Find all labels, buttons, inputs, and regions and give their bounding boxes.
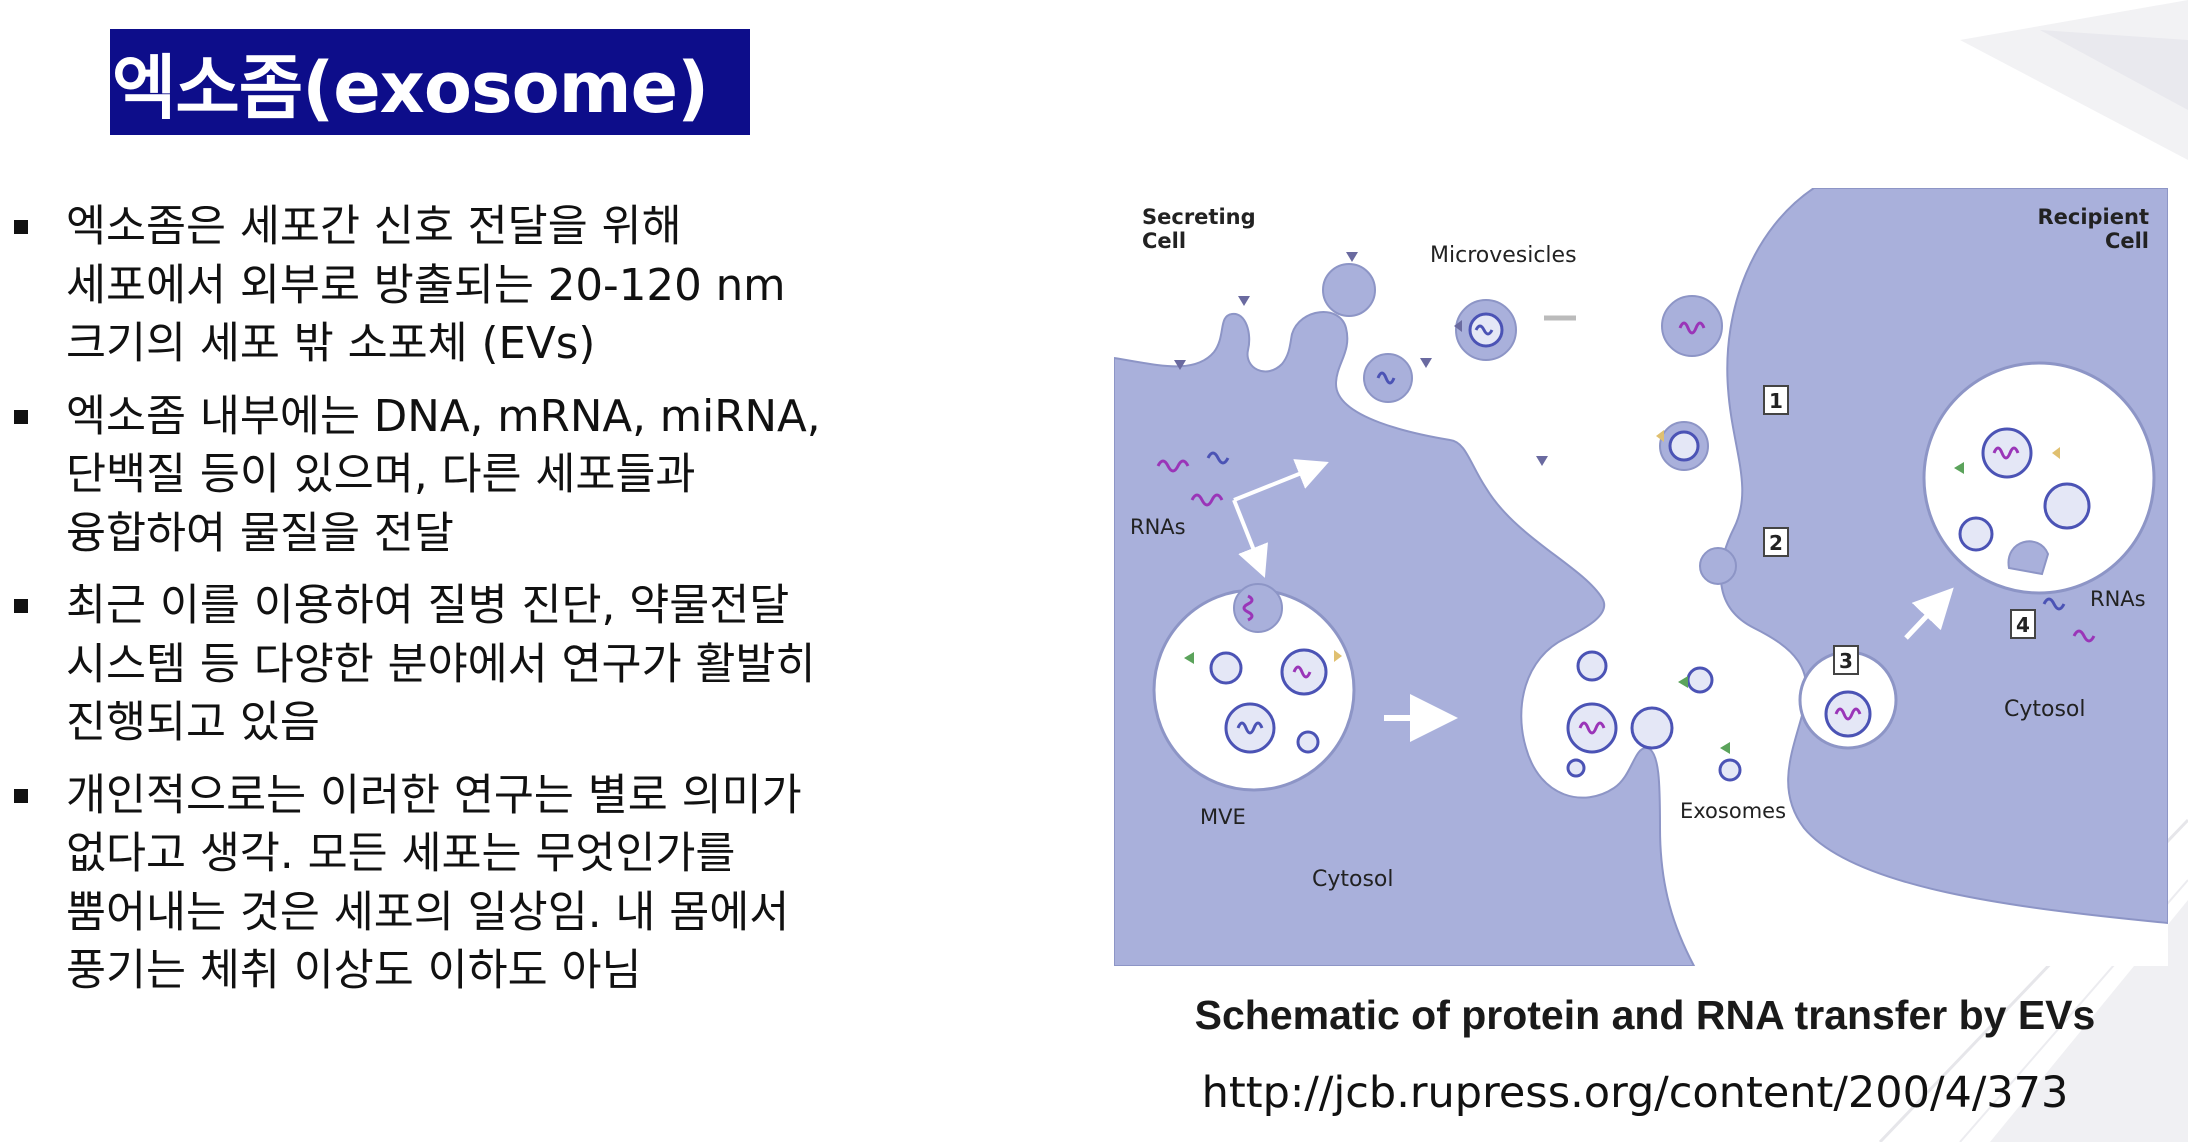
- label-cytosol-left: Cytosol: [1312, 867, 1394, 892]
- step-number-4: 4: [2016, 613, 2030, 637]
- label-exosomes: Exosomes: [1680, 799, 1786, 823]
- label-rnas-left: RNAs: [1130, 515, 1186, 539]
- label-rnas-right: RNAs: [2090, 587, 2146, 611]
- label-secreting-cell-2: Cell: [1142, 229, 1186, 253]
- square-bullet-icon: [14, 599, 28, 613]
- label-recipient-cell-2: Cell: [2105, 229, 2149, 253]
- square-bullet-icon: [14, 788, 28, 803]
- step-number-3: 3: [1839, 649, 1853, 673]
- slide-title: 엑소좀(exosome): [112, 46, 709, 129]
- step-number-2: 2: [1769, 531, 1783, 555]
- bullet-line: 개인적으로는 이러한 연구는 별로 의미가: [66, 770, 802, 821]
- bullet-line: 뿜어내는 것은 세포의 일상임. 내 몸에서: [66, 887, 790, 938]
- bullet-line: 세포에서 외부로 방출되는 20-120 nm: [66, 260, 786, 311]
- bullet-list: 엑소좀은 세포간 신호 전달을 위해 세포에서 외부로 방출되는 20-120 …: [14, 198, 1024, 1015]
- square-bullet-icon: [14, 409, 28, 424]
- bullet-line: 없다고 생각. 모든 세포는 무엇인가를: [66, 829, 736, 879]
- label-secreting-cell: Secreting: [1142, 205, 1256, 229]
- label-recipient-cell: Recipient: [2037, 205, 2149, 229]
- bullet-line: 엑소좀 내부에는 DNA, mRNA, miRNA,: [66, 391, 821, 442]
- figure-caption: Schematic of protein and RNA transfer by…: [1194, 992, 2096, 1038]
- source-link[interactable]: http://jcb.rupress.org/content/200/4/373: [1201, 1068, 2069, 1118]
- bullet-line: 시스템 등 다양한 분야에서 연구가 활발히: [66, 639, 816, 690]
- bullet-line: 융합하여 물질을 전달: [66, 508, 454, 559]
- label-mve: MVE: [1200, 805, 1246, 829]
- bullet-line: 엑소좀은 세포간 신호 전달을 위해: [66, 202, 682, 252]
- bullet-item: 엑소좀은 세포간 신호 전달을 위해 세포에서 외부로 방출되는 20-120 …: [14, 198, 1024, 374]
- bullet-line: 최근 이를 이용하여 질병 진단, 약물전달: [66, 581, 790, 631]
- bullet-item: 개인적으로는 이러한 연구는 별로 의미가 없다고 생각. 모든 세포는 무엇인…: [14, 767, 1024, 1001]
- slide-title-box: 엑소좀(exosome): [110, 29, 750, 135]
- label-microvesicles: Microvesicles: [1430, 243, 1577, 268]
- bullet-line: 풍기는 체취 이상도 이하도 아님: [66, 946, 642, 996]
- step-number-1: 1: [1769, 389, 1783, 413]
- bullet-line: 단백질 등이 있으며, 다른 세포들과: [66, 450, 696, 500]
- bullet-item: 엑소좀 내부에는 DNA, mRNA, miRNA, 단백질 등이 있으며, 다…: [14, 388, 1024, 564]
- square-bullet-icon: [14, 220, 28, 234]
- bullet-line: 진행되고 있음: [66, 698, 320, 748]
- bullet-item: 최근 이를 이용하여 질병 진단, 약물전달 시스템 등 다양한 분야에서 연구…: [14, 577, 1024, 753]
- exosome-schematic-figure: Secreting Cell Recipient Cell Microvesic…: [1114, 188, 2168, 966]
- label-cytosol-right: Cytosol: [2004, 697, 2086, 722]
- secreting-cell-membrane: [1114, 311, 1696, 966]
- bullet-line: 크기의 세포 밖 소포체 (EVs): [66, 319, 596, 369]
